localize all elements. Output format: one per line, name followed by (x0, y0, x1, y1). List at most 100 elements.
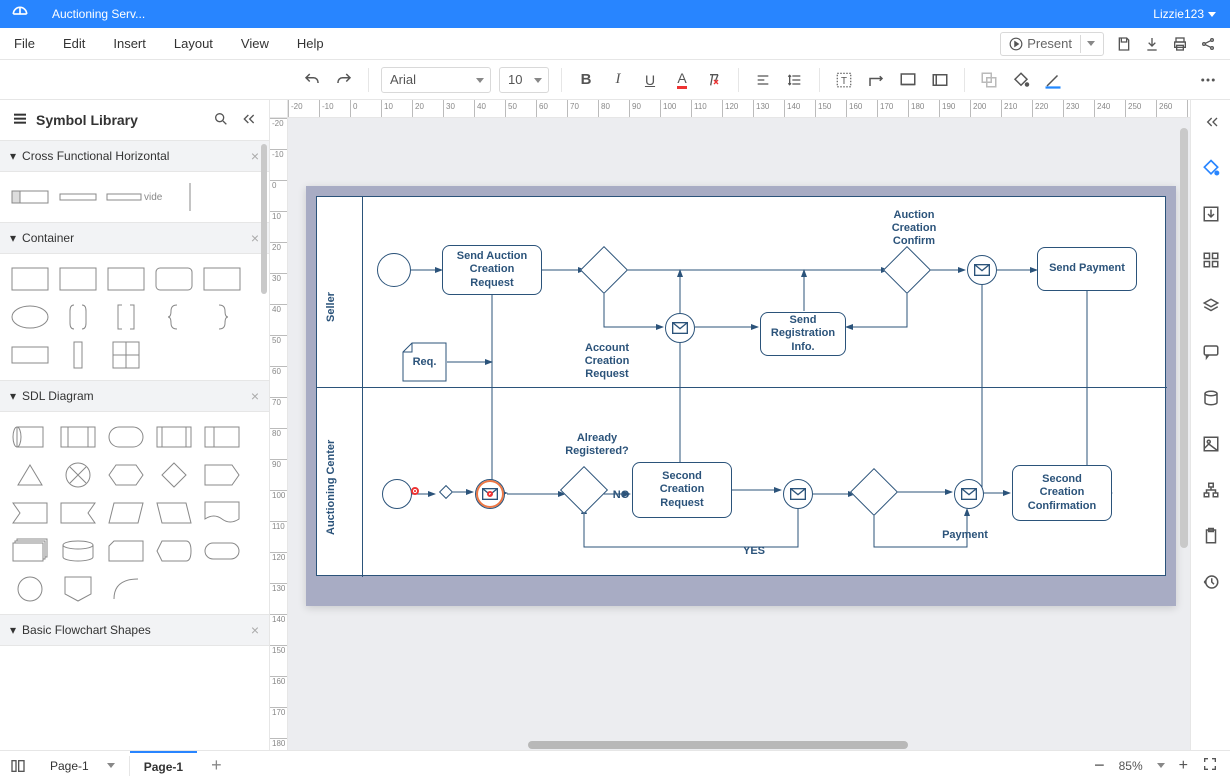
close-icon[interactable]: × (251, 148, 259, 164)
shape-bracket2[interactable] (106, 302, 146, 332)
fill-button[interactable] (1009, 68, 1033, 92)
sdl-wave[interactable] (202, 498, 242, 528)
grid-icon[interactable] (1197, 246, 1225, 274)
page-tab-1[interactable]: Page-1 (130, 751, 197, 780)
clipboard-icon[interactable] (1197, 522, 1225, 550)
sdl-stack[interactable] (10, 536, 50, 566)
sdl-msgout[interactable] (202, 460, 242, 490)
theme-icon[interactable] (1197, 154, 1225, 182)
save-icon[interactable] (1116, 36, 1132, 52)
sitemap-icon[interactable] (1197, 476, 1225, 504)
sdl-4[interactable] (154, 422, 194, 452)
sdl-hex[interactable] (106, 460, 146, 490)
sdl-triangle[interactable] (10, 460, 50, 490)
page-dropdown[interactable]: Page-1 (36, 751, 129, 780)
shape-ellipse[interactable] (10, 302, 50, 332)
menu-view[interactable]: View (227, 36, 283, 51)
sdl-circle-x[interactable] (58, 460, 98, 490)
panel-scrollbar[interactable] (261, 144, 267, 294)
font-color-button[interactable]: A (670, 68, 694, 92)
shape-grid4[interactable] (106, 340, 146, 370)
sdl-card[interactable] (106, 536, 146, 566)
shape-swimlane-title[interactable] (10, 182, 50, 212)
present-button[interactable]: Present (1000, 32, 1104, 56)
shape-swimlane-label[interactable]: vide (106, 182, 162, 212)
section-cross-functional[interactable]: ▾Cross Functional Horizontal× (0, 140, 269, 172)
shape-rect4[interactable] (202, 264, 242, 294)
expand-rail-icon[interactable] (1197, 108, 1225, 136)
zoom-out-button[interactable]: − (1094, 755, 1105, 776)
shape-rect-round[interactable] (154, 264, 194, 294)
share-icon[interactable] (1200, 36, 1216, 52)
font-family-select[interactable]: Arial (381, 67, 491, 93)
fullscreen-button[interactable] (1202, 756, 1218, 775)
shape-separator[interactable] (170, 182, 210, 212)
zoom-in-button[interactable]: + (1179, 757, 1188, 775)
sdl-para1[interactable] (106, 498, 146, 528)
print-icon[interactable] (1172, 36, 1188, 52)
clear-format-button[interactable] (702, 68, 726, 92)
text-tool-button[interactable]: T (832, 68, 856, 92)
section-basic-flowchart[interactable]: ▾Basic Flowchart Shapes× (0, 614, 269, 646)
data-icon[interactable] (1197, 384, 1225, 412)
document-title[interactable]: Auctioning Serv... (44, 5, 153, 23)
sdl-5[interactable] (202, 422, 242, 452)
download-icon[interactable] (1144, 36, 1160, 52)
align-h-button[interactable] (751, 68, 775, 92)
connector-button[interactable] (864, 68, 888, 92)
outline-button[interactable] (6, 754, 30, 778)
sdl-terminator[interactable] (202, 536, 242, 566)
zoom-value[interactable]: 85% (1119, 759, 1143, 773)
menu-help[interactable]: Help (283, 36, 338, 51)
close-icon[interactable]: × (251, 230, 259, 246)
canvas[interactable]: SellerAuctioning CenterSend AuctionCreat… (288, 118, 1190, 750)
user-menu[interactable]: Lizzie123 (1139, 7, 1230, 21)
shape-rect[interactable] (10, 264, 50, 294)
group-button[interactable] (977, 68, 1001, 92)
bold-button[interactable]: B (574, 68, 598, 92)
line-spacing-button[interactable] (783, 68, 807, 92)
shape-rect5[interactable] (10, 340, 50, 370)
menu-edit[interactable]: Edit (49, 36, 99, 51)
close-icon[interactable]: × (251, 388, 259, 404)
sdl-offpage[interactable] (58, 574, 98, 604)
app-logo[interactable] (0, 0, 40, 28)
canvas-scrollbar-v[interactable] (1180, 128, 1188, 548)
line-color-button[interactable] (1041, 68, 1065, 92)
shape-vbar[interactable] (58, 340, 98, 370)
add-page-button[interactable]: + (197, 751, 236, 780)
menu-insert[interactable]: Insert (99, 36, 160, 51)
image-button[interactable] (896, 68, 920, 92)
sdl-msgin2[interactable] (58, 498, 98, 528)
section-sdl[interactable]: ▾SDL Diagram× (0, 380, 269, 412)
search-icon[interactable] (213, 111, 229, 130)
more-button[interactable] (1196, 68, 1220, 92)
shape-bracket1[interactable] (58, 302, 98, 332)
italic-button[interactable]: I (606, 68, 630, 92)
sdl-2[interactable] (58, 422, 98, 452)
menu-layout[interactable]: Layout (160, 36, 227, 51)
collapse-panel-icon[interactable] (241, 111, 257, 130)
section-container[interactable]: ▾Container× (0, 222, 269, 254)
picture-icon[interactable] (1197, 430, 1225, 458)
sdl-3[interactable] (106, 422, 146, 452)
comment-icon[interactable] (1197, 338, 1225, 366)
shape-brace2[interactable] (202, 302, 242, 332)
sdl-1[interactable] (10, 422, 50, 452)
swimlane-diagram[interactable]: SellerAuctioning CenterSend AuctionCreat… (316, 196, 1166, 576)
sdl-para2[interactable] (154, 498, 194, 528)
close-icon[interactable]: × (251, 622, 259, 638)
sdl-msgin[interactable] (10, 498, 50, 528)
sdl-display[interactable] (154, 536, 194, 566)
sdl-arc[interactable] (106, 574, 146, 604)
layers-icon[interactable] (1197, 292, 1225, 320)
sdl-circle[interactable] (10, 574, 50, 604)
menu-file[interactable]: File (0, 36, 49, 51)
shape-swimlane[interactable] (58, 182, 98, 212)
undo-button[interactable] (300, 68, 324, 92)
sdl-diamond[interactable] (154, 460, 194, 490)
canvas-scrollbar-h[interactable] (528, 740, 1170, 750)
font-size-select[interactable]: 10 (499, 67, 549, 93)
sdl-cylinder[interactable] (58, 536, 98, 566)
export-icon[interactable] (1197, 200, 1225, 228)
